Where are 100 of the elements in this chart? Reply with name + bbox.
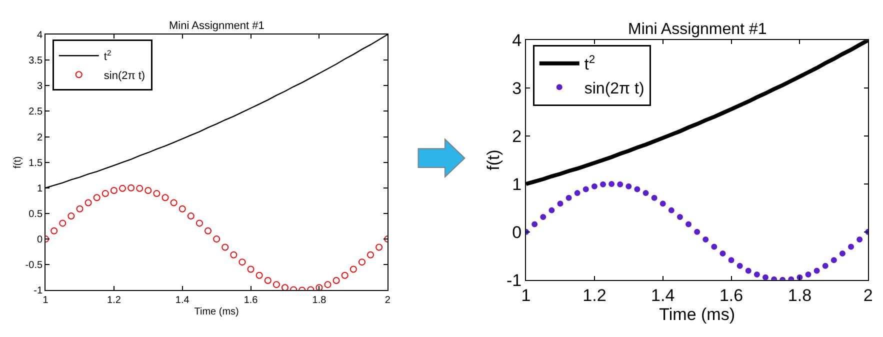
point xyxy=(59,220,66,227)
point xyxy=(282,284,288,290)
point xyxy=(376,244,383,251)
point xyxy=(358,258,366,266)
point xyxy=(247,266,254,273)
point xyxy=(256,272,263,279)
x-tick-label: 1.8 xyxy=(788,286,812,306)
point xyxy=(805,272,812,278)
legend-label: sin(2π t) xyxy=(104,70,146,82)
point xyxy=(676,214,683,220)
legend-label: t$^{2}$ xyxy=(104,48,112,63)
point xyxy=(574,190,580,196)
x-tick-label: 2 xyxy=(863,286,873,306)
point xyxy=(822,262,828,269)
y-tick-label: 2 xyxy=(512,126,522,146)
point xyxy=(222,244,229,251)
y-tick-label: 0 xyxy=(36,234,43,246)
point xyxy=(720,250,726,256)
point xyxy=(591,183,598,190)
x-tick-label: 1.4 xyxy=(175,295,190,306)
legend-label: t$^{2}$ xyxy=(584,54,596,74)
x-axis-title: Time (ms) xyxy=(194,306,239,318)
y-axis-title: f(t) xyxy=(12,156,24,168)
point xyxy=(332,276,340,284)
point xyxy=(213,236,220,243)
x-axis-title: Time (ms) xyxy=(659,305,735,324)
point xyxy=(153,190,160,198)
point xyxy=(136,184,144,192)
x-tick-label: 1.8 xyxy=(312,295,327,306)
point xyxy=(93,194,100,202)
point xyxy=(651,194,658,201)
point xyxy=(694,228,700,235)
x-tick-label: 1.6 xyxy=(719,286,744,306)
point xyxy=(102,190,109,198)
point xyxy=(272,281,280,288)
point xyxy=(162,194,169,202)
point xyxy=(566,194,572,201)
x-tick-label: 2 xyxy=(384,295,391,306)
y-tick-label: 1 xyxy=(512,174,522,194)
y-tick-label: -0.5 xyxy=(25,260,43,272)
point xyxy=(76,205,84,212)
point xyxy=(50,227,58,234)
point xyxy=(617,181,624,188)
point xyxy=(702,236,709,243)
point xyxy=(711,244,718,250)
x-tick-label: 1.2 xyxy=(107,295,122,306)
point xyxy=(600,181,606,188)
point xyxy=(144,186,152,194)
point xyxy=(668,207,674,214)
y-tick-label: 1 xyxy=(36,183,43,194)
point xyxy=(119,184,126,192)
point xyxy=(848,244,854,250)
point xyxy=(128,184,135,192)
y-tick-label: -1 xyxy=(34,286,43,297)
point xyxy=(230,251,238,258)
point xyxy=(532,221,538,228)
point xyxy=(745,268,752,274)
point xyxy=(350,266,357,273)
point xyxy=(84,199,92,206)
y-tick-label: 3 xyxy=(512,79,522,98)
point xyxy=(660,200,666,207)
chart-title: Mini Assignment #1 xyxy=(628,21,767,38)
chart-title: Mini Assignment #1 xyxy=(169,20,264,32)
point xyxy=(762,274,768,280)
y-tick-label: 2 xyxy=(36,132,43,144)
point xyxy=(856,236,863,243)
y-tick-label: 0.5 xyxy=(28,208,43,220)
y-tick-label: 4 xyxy=(512,31,522,50)
x-tick-label: 1.2 xyxy=(582,286,606,306)
point xyxy=(736,262,743,269)
point xyxy=(540,214,546,220)
point xyxy=(830,257,837,264)
point xyxy=(238,258,246,266)
point xyxy=(187,212,194,220)
point xyxy=(728,257,734,264)
point xyxy=(367,251,374,258)
point xyxy=(178,205,186,212)
point xyxy=(839,250,846,256)
point xyxy=(316,284,323,290)
point xyxy=(341,272,348,279)
point xyxy=(608,180,615,187)
y-tick-label: 0 xyxy=(512,222,522,242)
point xyxy=(754,272,760,278)
y-tick-label: 4 xyxy=(36,30,43,41)
point xyxy=(626,183,632,190)
point xyxy=(110,186,118,194)
point xyxy=(686,221,692,228)
y-tick-label: 1.5 xyxy=(28,158,43,169)
y-tick-label: -1 xyxy=(506,270,522,290)
point xyxy=(204,227,212,234)
point xyxy=(548,207,555,214)
point xyxy=(324,281,332,288)
x-tick-label: 1.6 xyxy=(244,295,258,306)
legend-label: sin(2π t) xyxy=(584,80,644,98)
point xyxy=(170,199,178,206)
point xyxy=(634,186,640,192)
x-tick-label: 1.4 xyxy=(651,286,675,306)
point xyxy=(557,200,564,207)
point xyxy=(196,220,203,227)
point xyxy=(642,190,649,196)
